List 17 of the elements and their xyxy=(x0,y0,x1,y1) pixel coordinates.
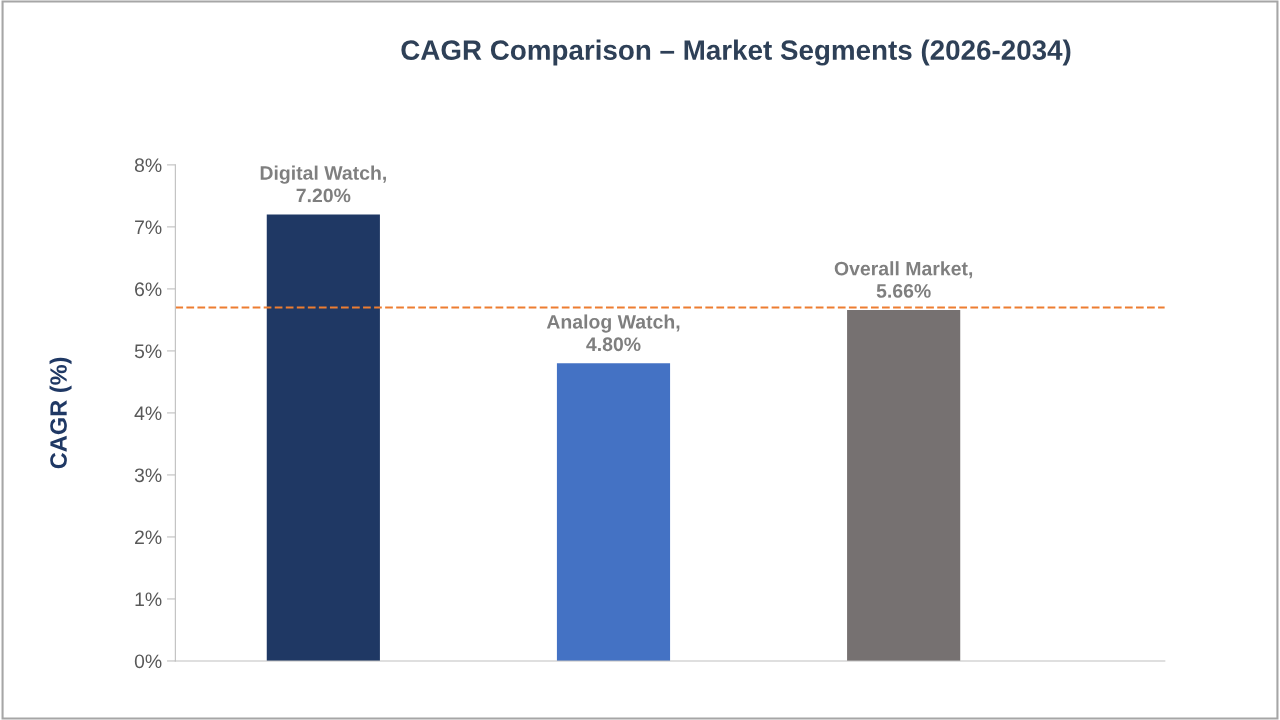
y-tick-label: 5% xyxy=(134,344,162,359)
bar xyxy=(556,363,671,661)
y-tick-label: 2% xyxy=(135,530,162,545)
y-tick-label: 3% xyxy=(134,468,162,483)
data-label: Digital Watch, 7.20% xyxy=(260,165,386,203)
y-tick-label: 0% xyxy=(134,654,162,669)
bar xyxy=(847,309,961,661)
data-label: Overall Market, 5.66% xyxy=(834,261,973,298)
y-tick-label: 1% xyxy=(135,592,162,607)
y-tick-label: 7% xyxy=(135,220,162,235)
bar xyxy=(266,214,380,661)
y-axis-title: CAGR (%) xyxy=(49,357,72,469)
y-tick-label: 8% xyxy=(134,158,162,173)
y-tick-label: 6% xyxy=(135,282,162,297)
data-label: Analog Watch, 4.80% xyxy=(546,314,680,352)
chart-title: CAGR Comparison – Market Segments (2026-2034) xyxy=(401,39,1071,66)
y-tick-label: 4% xyxy=(134,406,162,421)
